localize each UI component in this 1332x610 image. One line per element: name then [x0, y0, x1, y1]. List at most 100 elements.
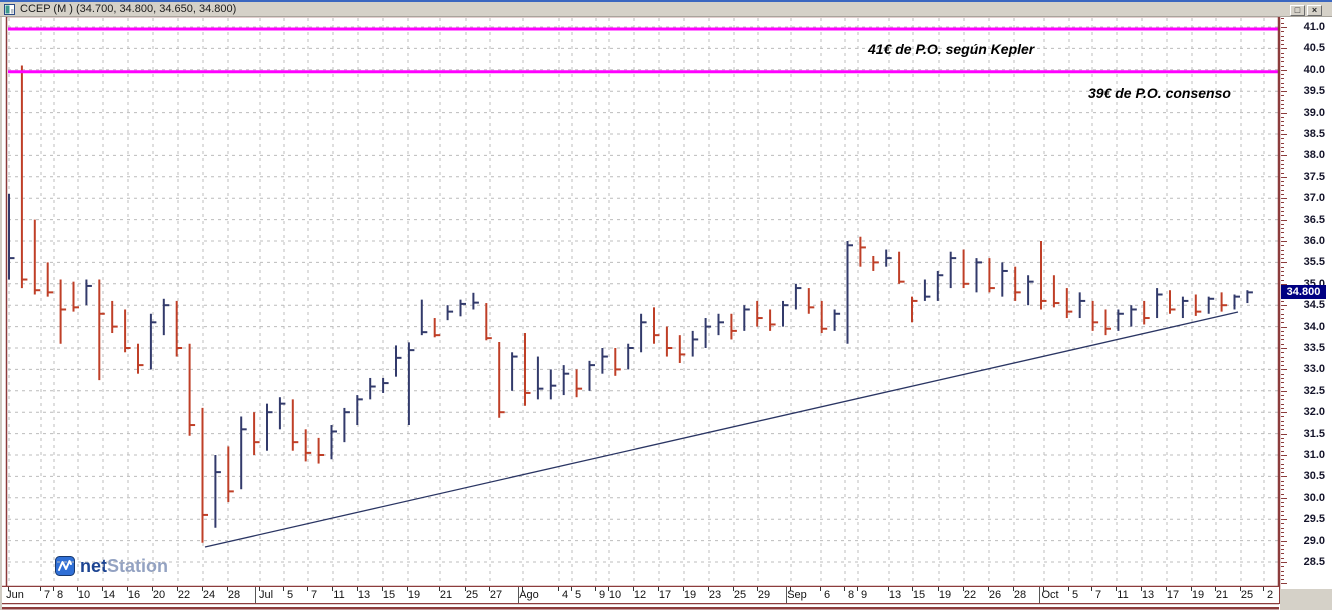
date-axis-tick: [53, 587, 54, 591]
date-axis-label: 15: [912, 589, 926, 601]
price-axis-major-tick: [1281, 262, 1287, 264]
date-axis-tick: [683, 587, 684, 591]
date-axis-label: 13: [888, 589, 902, 601]
price-axis-minor-tick: [1281, 65, 1284, 67]
price-axis[interactable]: 41.0 40.5 40.0 39.5 39.0 38.5 38.0 37.5 37.0 36.5…: [1281, 16, 1332, 604]
price-axis-major-tick: [1281, 69, 1287, 71]
date-axis-tick: [733, 587, 734, 591]
price-axis-minor-tick: [1281, 365, 1284, 367]
date-axis-tick: [1068, 587, 1069, 591]
price-axis-label: 37.0: [1303, 192, 1325, 205]
price-axis-minor-tick: [1281, 420, 1284, 422]
date-axis-tick: [558, 587, 559, 591]
price-axis-minor-tick: [1281, 95, 1284, 97]
price-axis-minor-tick: [1281, 472, 1284, 474]
annotation-kepler-target: 41€ de P.O. según Kepler: [868, 41, 1035, 57]
price-axis-minor-tick: [1281, 168, 1284, 170]
price-axis-minor-tick: [1281, 108, 1284, 110]
price-axis-minor-tick: [1281, 104, 1284, 106]
price-axis-minor-tick: [1281, 159, 1284, 161]
price-axis-minor-tick: [1281, 185, 1284, 187]
price-axis-minor-tick: [1281, 343, 1284, 345]
trendline: [204, 311, 1239, 548]
price-axis-minor-tick: [1281, 56, 1284, 58]
date-axis-month-label: Ago: [519, 589, 539, 601]
price-axis-major-tick: [1281, 412, 1287, 414]
price-axis-major-tick: [1281, 305, 1287, 307]
date-axis-tick: [152, 587, 153, 591]
price-axis-major-tick: [1281, 476, 1287, 478]
date-axis-label: 14: [102, 589, 116, 601]
date-axis-label: 4: [561, 589, 569, 601]
date-axis-tick: [888, 587, 889, 591]
date-axis-label: 22: [177, 589, 191, 601]
date-axis-label: 11: [333, 589, 345, 601]
price-axis-minor-tick: [1281, 536, 1284, 538]
price-axis-label: 29.0: [1303, 534, 1325, 547]
date-axis-label: 6: [823, 589, 831, 601]
annotation-consensus-target: 39€ de P.O. consenso: [1088, 85, 1231, 101]
price-axis-minor-tick: [1281, 484, 1284, 486]
date-axis-label: 20: [152, 589, 166, 601]
price-axis-minor-tick: [1281, 142, 1284, 144]
price-axis-minor-tick: [1281, 236, 1284, 238]
price-axis-label: 39.0: [1303, 106, 1325, 119]
price-axis-label: 36.5: [1303, 213, 1325, 226]
date-axis-tick: [1263, 587, 1264, 591]
date-axis-label: 28: [227, 589, 241, 601]
price-axis-label: 32.5: [1303, 384, 1325, 397]
date-axis-label: 27: [489, 589, 503, 601]
price-axis-label: 40.0: [1303, 63, 1325, 76]
close-button[interactable]: ×: [1307, 5, 1322, 16]
logo-text-station: Station: [107, 555, 168, 576]
price-axis-major-tick: [1281, 455, 1287, 456]
price-axis-minor-tick: [1281, 31, 1284, 33]
price-axis-label: 33.5: [1303, 342, 1325, 354]
price-axis-minor-tick: [1281, 399, 1284, 401]
date-axis-label: 5: [1071, 589, 1079, 601]
price-axis-minor-tick: [1281, 22, 1284, 24]
window-titlebar[interactable]: CCEP (M ) (34.700, 34.800, 34.650, 34.80…: [0, 2, 1332, 17]
price-axis-minor-tick: [1281, 322, 1284, 324]
price-axis-minor-tick: [1281, 129, 1284, 131]
price-axis-minor-tick: [1281, 215, 1284, 217]
date-axis-label: 7: [310, 589, 318, 601]
date-axis-label: 16: [127, 589, 141, 601]
price-axis-major-tick: [1281, 155, 1287, 157]
date-axis-label: 19: [407, 589, 421, 601]
price-axis-major-tick: [1281, 540, 1287, 542]
price-axis-label: 41.0: [1303, 21, 1325, 33]
price-axis-minor-tick: [1281, 566, 1284, 568]
price-axis-minor-tick: [1281, 78, 1284, 80]
date-axis-label: 19: [938, 589, 952, 601]
price-axis-minor-tick: [1281, 425, 1284, 427]
date-axis-tick: [708, 587, 709, 591]
price-axis-minor-tick: [1281, 18, 1284, 20]
date-axis-tick: [1191, 587, 1192, 591]
date-axis-month-label: Jul: [258, 589, 274, 601]
price-axis-minor-tick: [1281, 125, 1284, 127]
date-axis-label: 25: [1240, 589, 1254, 601]
month-separator: [518, 587, 519, 603]
month-separator: [1039, 587, 1040, 603]
date-axis-label: 25: [465, 589, 479, 601]
date-axis-tick: [1215, 587, 1216, 591]
date-axis-label: 8: [56, 589, 64, 601]
restore-button[interactable]: □: [1290, 5, 1305, 16]
price-axis-minor-tick: [1281, 206, 1284, 208]
price-axis-minor-tick: [1281, 181, 1284, 183]
price-axis-minor-tick: [1281, 44, 1284, 46]
axis-corner-filler: [1280, 589, 1332, 610]
date-axis-label: 24: [202, 589, 216, 601]
date-axis-tick: [757, 587, 758, 591]
date-axis-label: 15: [382, 589, 396, 601]
price-axis-label: 29.5: [1303, 513, 1325, 526]
date-axis-tick: [790, 587, 791, 591]
price-axis-minor-tick: [1281, 532, 1284, 534]
price-axis-major-tick: [1281, 326, 1287, 328]
date-axis[interactable]: Jun 7 8 10 14 16 20 22 24 28 Jul 5 7 11 13 15 19 21 25 27 Ag…: [2, 587, 1279, 603]
date-axis-tick: [489, 587, 490, 591]
date-axis-label: 5: [574, 589, 582, 601]
price-axis-minor-tick: [1281, 386, 1284, 388]
